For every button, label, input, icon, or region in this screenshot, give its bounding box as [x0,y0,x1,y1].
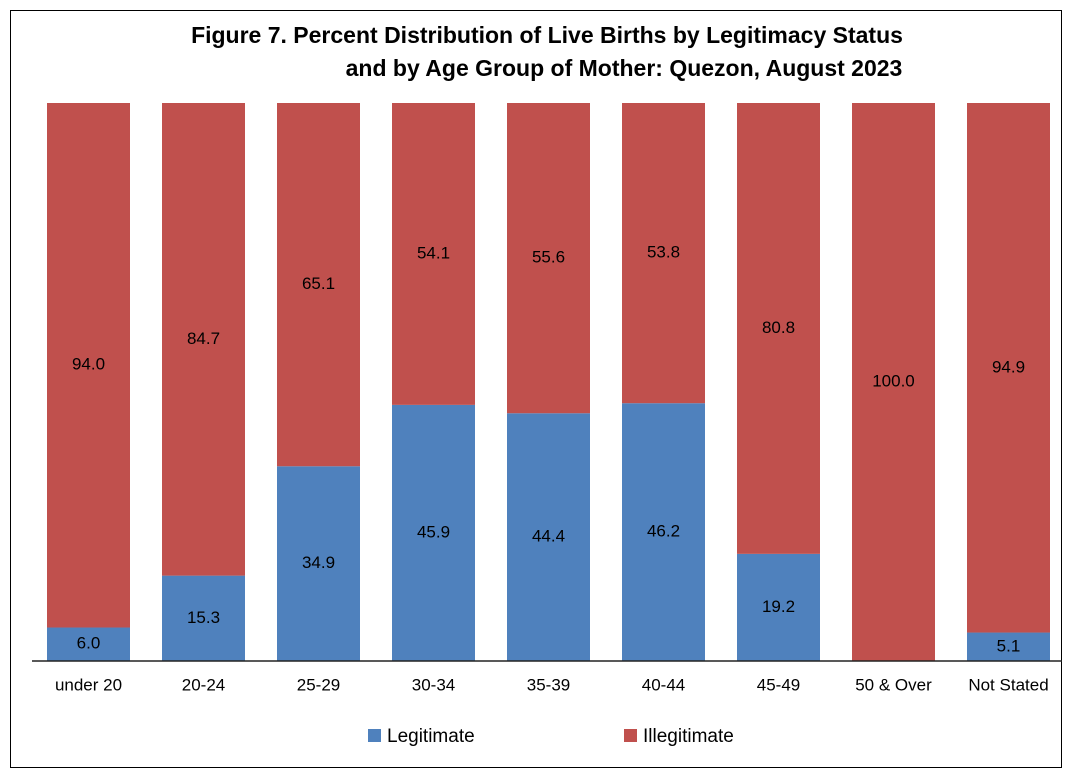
bar-segment [622,403,705,661]
legend-swatch [624,729,637,742]
data-label: 34.9 [302,553,335,572]
data-label: 54.1 [417,243,450,262]
data-label: 15.3 [187,608,220,627]
x-tick-label: 35-39 [527,675,570,694]
data-label: 94.9 [992,357,1025,376]
bar-segment [162,575,245,661]
legend-label: Legitimate [387,726,475,747]
bar-segment [737,103,820,554]
legend-label: Illegitimate [643,726,734,747]
bar-segment [277,466,360,661]
bar-segment [392,103,475,405]
bar-segment [507,413,590,661]
bar-segment [162,103,245,576]
bar-segment [622,103,705,404]
bar-segment [737,553,820,661]
bar-segment [852,103,935,661]
data-label: 100.0 [872,371,915,390]
data-label: 19.2 [762,597,795,616]
x-tick-label: 30-34 [412,675,455,694]
chart-title: Figure 7. Percent Distribution of Live B… [191,22,903,48]
data-label: 84.7 [187,329,220,348]
bar-segment [967,103,1050,633]
data-label: 53.8 [647,243,680,262]
x-tick-label: under 20 [55,675,122,694]
bar-segment [967,632,1050,661]
data-label: 55.6 [532,248,565,267]
data-label: 6.0 [77,634,101,653]
x-tick-label: 25-29 [297,675,340,694]
data-label: 65.1 [302,274,335,293]
bar-segment [47,103,130,628]
data-label: 44.4 [532,527,565,546]
x-tick-label: 45-49 [757,675,800,694]
x-tick-label: 50 & Over [855,675,932,694]
x-tick-label: 20-24 [182,675,225,694]
bar-segment [47,627,130,661]
data-label: 45.9 [417,522,450,541]
bar-segment [507,103,590,414]
x-tick-label: Not Stated [968,675,1048,694]
chart-title: and by Age Group of Mother: Quezon, Augu… [346,55,903,81]
data-label: 80.8 [762,318,795,337]
data-label: 5.1 [997,636,1021,655]
bar-segment [392,404,475,661]
x-tick-label: 40-44 [642,675,685,694]
legend-swatch [368,729,381,742]
bar-segment [277,103,360,467]
data-label: 94.0 [72,355,105,374]
data-label: 46.2 [647,522,680,541]
